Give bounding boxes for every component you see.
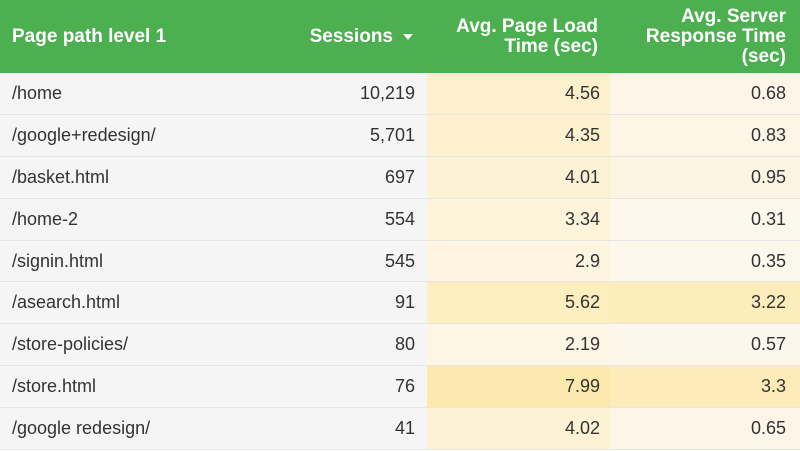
cell-page-path: /store.html bbox=[0, 366, 210, 408]
cell-page-load: 4.35 bbox=[427, 114, 610, 156]
cell-page-load: 4.56 bbox=[427, 73, 610, 114]
cell-server-response: 0.68 bbox=[610, 73, 800, 114]
table-body: /home 10,219 4.56 0.68 /google+redesign/… bbox=[0, 73, 800, 451]
cell-page-path: /home-2 bbox=[0, 198, 210, 240]
header-page-load-line2: Time (sec) bbox=[504, 35, 598, 57]
cell-page-load: 5.62 bbox=[427, 282, 610, 324]
cell-server-response: 0.65 bbox=[610, 408, 800, 450]
table-row: /google redesign/ 41 4.02 0.65 bbox=[0, 408, 800, 451]
cell-page-load: 4.01 bbox=[427, 156, 610, 198]
cell-page-load: 3.34 bbox=[427, 198, 610, 240]
cell-server-response: 0.35 bbox=[610, 240, 800, 282]
cell-page-path: /signin.html bbox=[0, 240, 210, 282]
header-sessions[interactable]: Sessions bbox=[210, 0, 427, 73]
header-page-path-label: Page path level 1 bbox=[12, 25, 167, 47]
header-page-path[interactable]: Page path level 1 bbox=[0, 0, 222, 73]
table-header: Page path level 1 Sessions Avg. Page Loa… bbox=[0, 0, 800, 73]
cell-page-load: 4.02 bbox=[427, 408, 610, 450]
table-row: /store-policies/ 80 2.19 0.57 bbox=[0, 324, 800, 367]
header-avg-server-response-time[interactable]: Avg. Server Response Time (sec) bbox=[610, 0, 800, 73]
table-row: /google+redesign/ 5,701 4.35 0.83 bbox=[0, 114, 800, 157]
sort-descending-icon bbox=[403, 33, 413, 40]
cell-sessions: 91 bbox=[210, 282, 427, 324]
cell-sessions: 545 bbox=[210, 240, 427, 282]
table-row: /signin.html 545 2.9 0.35 bbox=[0, 240, 800, 283]
cell-page-path: /google+redesign/ bbox=[0, 114, 210, 156]
cell-page-path: /basket.html bbox=[0, 156, 210, 198]
table-row: /home-2 554 3.34 0.31 bbox=[0, 198, 800, 241]
header-server-line3: (sec) bbox=[741, 45, 786, 67]
table-row: /home 10,219 4.56 0.68 bbox=[0, 73, 800, 115]
cell-page-path: /asearch.html bbox=[0, 282, 210, 324]
cell-page-load: 2.9 bbox=[427, 240, 610, 282]
cell-server-response: 0.31 bbox=[610, 198, 800, 240]
table-row: /basket.html 697 4.01 0.95 bbox=[0, 156, 800, 199]
cell-server-response: 0.57 bbox=[610, 324, 800, 366]
cell-page-path: /store-policies/ bbox=[0, 324, 210, 366]
cell-page-load: 2.19 bbox=[427, 324, 610, 366]
cell-server-response: 0.95 bbox=[610, 156, 800, 198]
cell-server-response: 3.22 bbox=[610, 282, 800, 324]
header-server-line2: Response Time bbox=[645, 25, 786, 47]
table-row: /asearch.html 91 5.62 3.22 bbox=[0, 282, 800, 325]
header-sessions-label: Sessions bbox=[309, 25, 393, 47]
cell-server-response: 0.83 bbox=[610, 114, 800, 156]
cell-sessions: 80 bbox=[210, 324, 427, 366]
header-server-line1: Avg. Server bbox=[681, 5, 786, 27]
cell-page-path: /google redesign/ bbox=[0, 408, 210, 450]
cell-page-load: 7.99 bbox=[427, 366, 610, 408]
cell-server-response: 3.3 bbox=[610, 366, 800, 408]
cell-sessions: 76 bbox=[210, 366, 427, 408]
cell-page-path: /home bbox=[0, 73, 210, 114]
cell-sessions: 697 bbox=[210, 156, 427, 198]
cell-sessions: 554 bbox=[210, 198, 427, 240]
cell-sessions: 10,219 bbox=[210, 73, 427, 114]
header-page-load-line1: Avg. Page Load bbox=[456, 15, 598, 37]
cell-sessions: 41 bbox=[210, 408, 427, 450]
cell-sessions: 5,701 bbox=[210, 114, 427, 156]
header-avg-page-load-time[interactable]: Avg. Page Load Time (sec) bbox=[427, 0, 610, 73]
table-row: /store.html 76 7.99 3.3 bbox=[0, 366, 800, 409]
